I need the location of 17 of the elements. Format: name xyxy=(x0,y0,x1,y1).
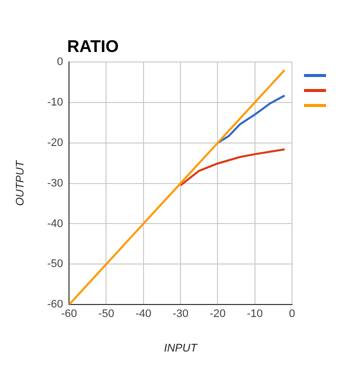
x-tick-label: -50 xyxy=(98,308,114,320)
x-tick-label: -30 xyxy=(172,308,188,320)
y-tick-label: -10 xyxy=(47,96,64,108)
y-tick-label: -30 xyxy=(47,177,64,190)
x-tick-label: -60 xyxy=(61,308,78,320)
y-tick-label: -20 xyxy=(47,136,64,149)
x-tick-label: -20 xyxy=(210,308,226,320)
y-tick-label: 0 xyxy=(56,56,64,68)
y-tick-label: -50 xyxy=(47,258,64,270)
chart-title: RATIO xyxy=(67,37,119,56)
y-tick-label: -40 xyxy=(47,218,64,230)
y-axis-title: OUTPUT xyxy=(14,159,27,206)
x-tick-label: -10 xyxy=(246,308,263,320)
x-axis-title: INPUT xyxy=(164,342,198,354)
x-tick-label: -40 xyxy=(135,308,152,320)
x-tick-label: 0 xyxy=(288,308,296,320)
y-tick-label: -60 xyxy=(47,298,64,311)
